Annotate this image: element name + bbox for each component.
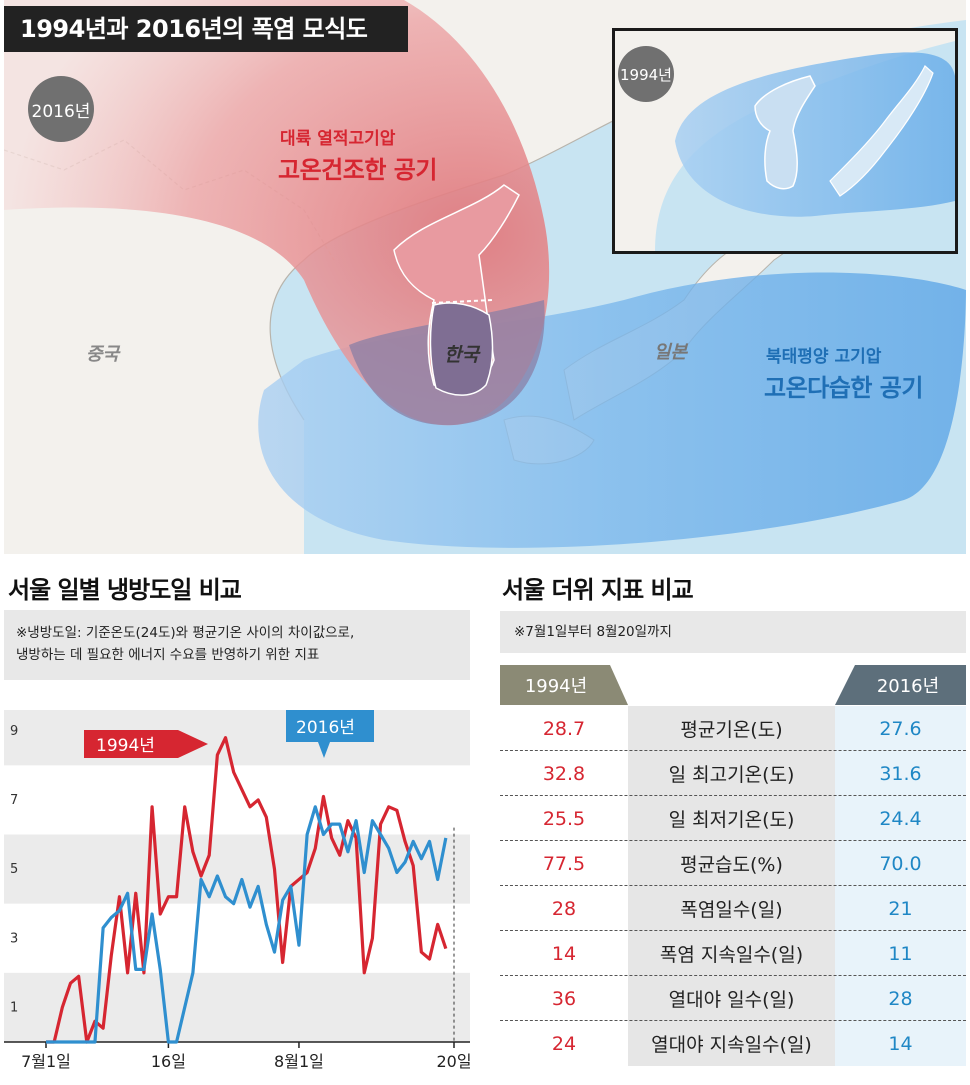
- continental-label-1: 대륙 열적고기압: [280, 129, 396, 149]
- table-row: 32.8 일 최고기온(도) 31.6: [500, 751, 966, 796]
- series-line-1: [46, 805, 448, 1044]
- row-label: 열대야 지속일수(일): [628, 1021, 835, 1066]
- row-label: 폭염 지속일수(일): [628, 931, 835, 976]
- x-tick-label: 20일: [436, 1052, 470, 1071]
- value-2016: 27.6: [835, 706, 966, 751]
- value-2016: 21: [835, 886, 966, 931]
- value-2016: 31.6: [835, 751, 966, 796]
- row-label: 일 최고기온(도): [628, 751, 835, 796]
- chart-section-title: 서울 일별 냉방도일 비교: [8, 576, 242, 604]
- year-badge-2016: 2016년: [28, 76, 94, 142]
- row-label: 열대야 일수(일): [628, 976, 835, 1021]
- grid-band: [4, 710, 470, 766]
- table-row: 25.5 일 최저기온(도) 24.4: [500, 796, 966, 841]
- series-line-0: [46, 736, 448, 1044]
- tab-1994-shape: [500, 665, 628, 705]
- table-row: 77.5 평균습도(%) 70.0: [500, 841, 966, 886]
- chart-note-line1: ※냉방도일: 기준온도(24도)와 평균기온 사이의 차이값으로,: [16, 625, 355, 641]
- table-header-shapes: [500, 665, 966, 705]
- y-tick-label: 5: [10, 862, 18, 877]
- label-1994-box: [84, 730, 208, 758]
- map-title: 1994년과 2016년의 폭염 모식도: [4, 6, 408, 52]
- x-tick-label: 8월1일: [274, 1052, 324, 1071]
- korea-label: 한국: [444, 344, 479, 366]
- heatwave-schematic-map: [4, 0, 966, 554]
- value-1994: 24: [500, 1021, 628, 1066]
- pacific-label-1: 북태평양 고기압: [766, 347, 882, 367]
- china-label: 중국: [86, 344, 120, 365]
- value-2016: 28: [835, 976, 966, 1021]
- value-1994: 28: [500, 886, 628, 931]
- row-label: 평균습도(%): [628, 841, 835, 886]
- value-1994: 77.5: [500, 841, 628, 886]
- value-1994: 36: [500, 976, 628, 1021]
- continental-air-mass: [4, 0, 550, 426]
- inset-japan-shape: [829, 65, 934, 197]
- value-2016: 14: [835, 1021, 966, 1066]
- table-row: 36 열대야 일수(일) 28: [500, 976, 966, 1021]
- year-badge-1994: 1994년: [618, 46, 674, 102]
- cooling-degree-chart: 1 3 5 7 9 7월1일 16일 8월1일 20일 1994년 2016년: [4, 690, 472, 1081]
- row-label: 폭염일수(일): [628, 886, 835, 931]
- korea-south-shape: [429, 302, 494, 396]
- inset-pacific-air: [675, 52, 955, 217]
- value-2016: 24.4: [835, 796, 966, 841]
- y-tick-label: 1: [10, 1000, 18, 1015]
- table-section-title: 서울 더위 지표 비교: [502, 576, 694, 604]
- chart-note-line2: 냉방하는 데 필요한 에너지 수요를 반영하기 위한 지표: [16, 647, 320, 663]
- value-1994: 14: [500, 931, 628, 976]
- y-tick-label: 9: [10, 724, 18, 739]
- tab-2016-label: 2016년: [876, 676, 940, 697]
- x-tick-label: 16일: [151, 1052, 186, 1071]
- row-label: 일 최저기온(도): [628, 796, 835, 841]
- tab-1994-label: 1994년: [524, 676, 588, 697]
- table-row: 14 폭염 지속일수(일) 11: [500, 931, 966, 976]
- chart-svg: 1 3 5 7 9 7월1일 16일 8월1일 20일 1994년 2016년: [4, 710, 472, 1071]
- table-row: 28 폭염일수(일) 21: [500, 886, 966, 931]
- value-1994: 28.7: [500, 706, 628, 751]
- tab-2016-shape: [835, 665, 966, 705]
- value-1994: 25.5: [500, 796, 628, 841]
- chart-note: ※냉방도일: 기준온도(24도)와 평균기온 사이의 차이값으로, 냉방하는 데…: [4, 610, 470, 680]
- value-2016: 70.0: [835, 841, 966, 886]
- japan-label: 일본: [654, 342, 688, 363]
- label-2016-box: [286, 710, 374, 758]
- label-1994-text: 1994년: [96, 736, 155, 756]
- table-row: 24 열대야 지속일수(일) 14: [500, 1021, 966, 1066]
- table-row: 28.7 평균기온(도) 27.6: [500, 706, 966, 751]
- table-note: ※7월1일부터 8월20일까지: [500, 611, 966, 653]
- y-tick-label: 7: [10, 793, 18, 808]
- inset-graphic: [615, 31, 955, 251]
- grid-band: [4, 972, 470, 1042]
- continental-label-2: 고온건조한 공기: [278, 156, 437, 184]
- row-label: 평균기온(도): [628, 706, 835, 751]
- pacific-label-2: 고온다습한 공기: [764, 374, 923, 402]
- inset-korea-shape: [754, 75, 816, 190]
- value-1994: 32.8: [500, 751, 628, 796]
- y-tick-label: 3: [10, 931, 18, 946]
- x-tick-label: 7월1일: [21, 1052, 71, 1071]
- label-2016-text: 2016년: [296, 718, 355, 738]
- value-2016: 11: [835, 931, 966, 976]
